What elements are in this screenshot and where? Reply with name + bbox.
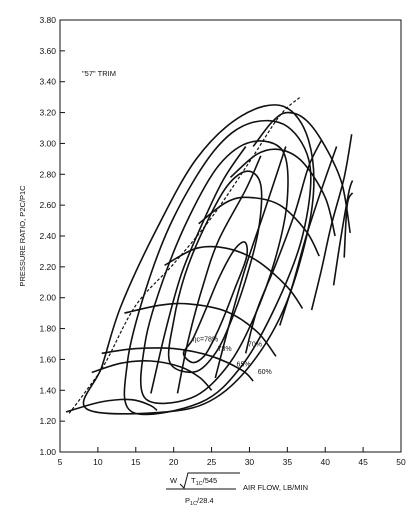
y-tick-label: 1.60 (39, 354, 56, 364)
speed-line (252, 111, 351, 234)
efficiency-labels: ηc=78% 73% 70% 65% 60% (193, 337, 272, 376)
speed-line (124, 302, 277, 357)
x-tick-label: 45 (358, 457, 368, 467)
speed-line (101, 347, 254, 382)
svg-text:P1C/28.4: P1C/28.4 (185, 496, 214, 507)
surge-line (68, 96, 301, 414)
choke-line (343, 192, 354, 258)
y-tick-label: 2.00 (39, 293, 56, 303)
efficiency-island (182, 241, 249, 364)
x-label-w: W (170, 476, 178, 485)
speed-line (164, 245, 304, 309)
x-axis-label: W T1C/545 P1C/28.4 AIR FLOW, LB/MIN (166, 472, 308, 507)
y-tick-label: 2.60 (39, 200, 56, 210)
x-tick-label: 40 (320, 457, 330, 467)
choke-line (176, 155, 262, 394)
efficiency-label: 60% (258, 369, 272, 376)
efficiency-island (167, 170, 263, 373)
x-label-t: T (191, 476, 196, 485)
choke-line (279, 146, 338, 326)
speed-line (65, 398, 158, 413)
efficiency-island (123, 119, 312, 416)
efficiency-island (82, 104, 315, 415)
y-tick-label: 3.80 (39, 15, 56, 25)
x-label-p: P (185, 496, 190, 505)
svg-text:T1C/545: T1C/545 (191, 476, 217, 487)
y-tick-label: 2.40 (39, 231, 56, 241)
efficiency-island (139, 140, 289, 405)
speed-line (198, 196, 320, 257)
y-axis-label: PRESSURE RATIO, P2C/P1C (18, 185, 27, 287)
x-tick-label: 15 (131, 457, 141, 467)
y-tick-label: 1.00 (39, 447, 56, 457)
x-tick-label: 5 (58, 457, 63, 467)
efficiency-label: ηc=78% (193, 337, 219, 344)
efficiency-label: 65% (237, 361, 251, 368)
x-label-p-sub: 1C (190, 501, 197, 507)
choke-line (332, 180, 354, 286)
choke-line (310, 134, 353, 311)
x-tick-label: 30 (245, 457, 255, 467)
y-axis-ticks: 1.00 1.20 1.40 1.60 1.80 2.00 2.20 2.40 2.60 2.80… (39, 15, 65, 457)
x-label-t-sub: 1C (196, 481, 203, 487)
x-tick-label: 25 (207, 457, 217, 467)
x-axis-ticks: 5 10 15 20 25 30 35 40 45 50 (58, 447, 406, 467)
x-tick-label: 10 (93, 457, 103, 467)
efficiency-islands (82, 104, 315, 416)
y-tick-label: 3.20 (39, 108, 56, 118)
choke-line (244, 139, 323, 354)
x-label-t-rest: /545 (203, 476, 218, 485)
x-tick-label: 35 (283, 457, 293, 467)
y-tick-label: 2.20 (39, 262, 56, 272)
svg-text:W: W (170, 476, 178, 485)
y-tick-label: 1.20 (39, 416, 56, 426)
y-tick-label: 1.40 (39, 385, 56, 395)
y-tick-label: 2.80 (39, 169, 56, 179)
y-tick-label: 1.80 (39, 324, 56, 334)
choke-line (150, 146, 247, 394)
surge-line-path (68, 96, 301, 414)
efficiency-label: 73% (218, 346, 232, 353)
efficiency-label: 70% (248, 341, 262, 348)
y-tick-label: 3.40 (39, 77, 56, 87)
x-tick-label: 20 (169, 457, 179, 467)
y-tick-label: 3.60 (39, 46, 56, 56)
choke-lines (150, 134, 354, 394)
choke-line (214, 146, 287, 379)
y-tick-label: 3.00 (39, 138, 56, 148)
speed-lines (65, 111, 351, 413)
x-tick-label: 50 (396, 457, 406, 467)
x-label-p-rest: /28.4 (197, 496, 214, 505)
speed-line (91, 359, 213, 391)
chart-title: "57" TRIM (82, 69, 116, 78)
x-label-unit: AIR FLOW, LB/MIN (243, 483, 308, 492)
speed-line (229, 148, 336, 237)
